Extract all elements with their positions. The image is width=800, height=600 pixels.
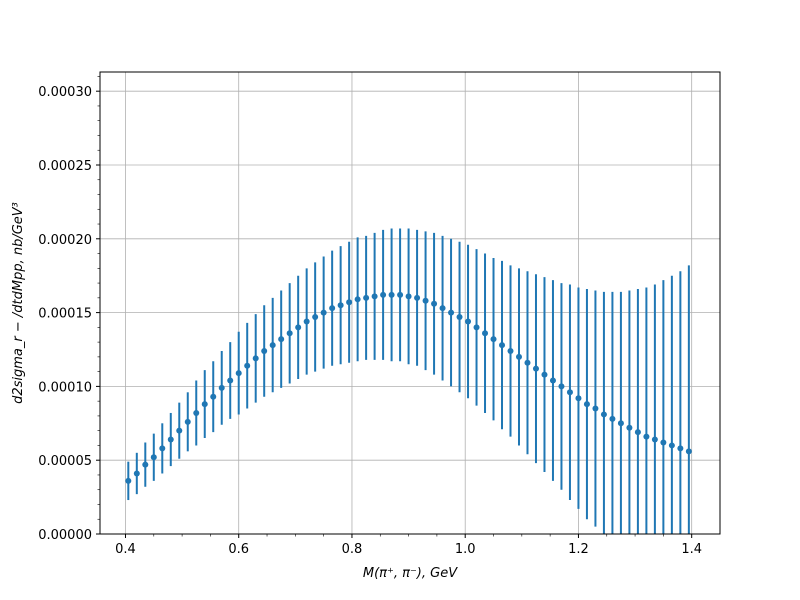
data-point [159, 445, 166, 452]
y-tick-label: 0.00015 [38, 307, 92, 322]
data-point [133, 470, 140, 477]
data-point [456, 314, 463, 321]
data-point [320, 309, 327, 316]
data-point [431, 300, 438, 307]
data-point [388, 291, 395, 298]
y-tick-label: 0.00025 [38, 159, 92, 174]
data-point [142, 461, 149, 468]
data-point [371, 293, 378, 300]
ticks: 0.4 0.6 0.8 1.0 1.2 1.4 0.00000 0.00005 0.00010 0… [38, 76, 702, 557]
data-point [524, 359, 531, 366]
data-point [541, 371, 548, 378]
data-point [499, 342, 506, 349]
data-point [218, 384, 225, 391]
x-tick-label: 0.6 [228, 542, 249, 557]
data-point [193, 409, 200, 416]
data-point [677, 445, 684, 452]
data-point [643, 433, 650, 440]
data-point [600, 411, 607, 418]
data-point [295, 324, 302, 331]
data-point [685, 448, 692, 455]
data-point [507, 347, 514, 354]
y-tick-label: 0.00020 [38, 233, 92, 248]
plot-frame [99, 71, 721, 535]
data-point [235, 370, 242, 377]
data-point [201, 401, 208, 408]
data-point [380, 291, 387, 298]
x-tick-label: 0.8 [342, 542, 363, 557]
data-point [592, 405, 599, 412]
data-point [397, 291, 404, 298]
data-point [261, 347, 268, 354]
data-point [626, 424, 633, 431]
data-point [337, 302, 344, 309]
data-point [414, 294, 421, 301]
data-point [269, 342, 276, 349]
y-tick-label: 0.00005 [38, 454, 92, 469]
data-point [363, 294, 370, 301]
data-point [575, 395, 582, 402]
data-point [312, 314, 319, 321]
data-point [549, 377, 556, 384]
data-point [210, 393, 217, 400]
data-point [668, 442, 675, 449]
x-tick-label: 1.2 [568, 542, 589, 557]
x-tick-label: 0.4 [115, 542, 136, 557]
y-tick-label: 0.00010 [38, 380, 92, 395]
x-axis-label: M(π⁺, π⁻), GeV [363, 566, 458, 581]
data-point [252, 355, 259, 362]
data-point [286, 330, 293, 337]
data-point [448, 309, 455, 316]
data-point [634, 429, 641, 436]
data-point [244, 362, 251, 369]
data-point [566, 389, 573, 396]
data-point [184, 418, 191, 425]
data-point [465, 318, 472, 325]
data-point [167, 436, 174, 443]
data-point [422, 297, 429, 304]
y-axis-label: d2sigma_r − /dtdMpp, nb/GeV³ [11, 202, 26, 404]
data-point [303, 318, 310, 325]
data-point [278, 336, 285, 343]
data-point [176, 427, 183, 434]
data-point [515, 353, 522, 360]
data-point [482, 330, 489, 337]
x-tick-label: 1.0 [455, 542, 476, 557]
x-tick-label: 1.4 [681, 542, 702, 557]
data-point [227, 377, 234, 384]
data-point [125, 477, 132, 484]
data-point [329, 305, 336, 312]
data-point [651, 436, 658, 443]
data-point [439, 305, 446, 312]
data-point [583, 401, 590, 408]
data-point [532, 365, 539, 372]
data-point [354, 296, 361, 303]
y-tick-label: 0.00030 [38, 85, 92, 100]
data-point [490, 336, 497, 343]
data-point [609, 415, 616, 422]
data-point [617, 420, 624, 427]
data-point [558, 383, 565, 390]
data-point [473, 324, 480, 331]
data-point [405, 293, 412, 300]
data-point [346, 299, 353, 306]
y-tick-label: 0.00000 [38, 528, 92, 543]
data-points [125, 291, 692, 484]
data-point [150, 454, 157, 461]
data-point [660, 439, 667, 446]
